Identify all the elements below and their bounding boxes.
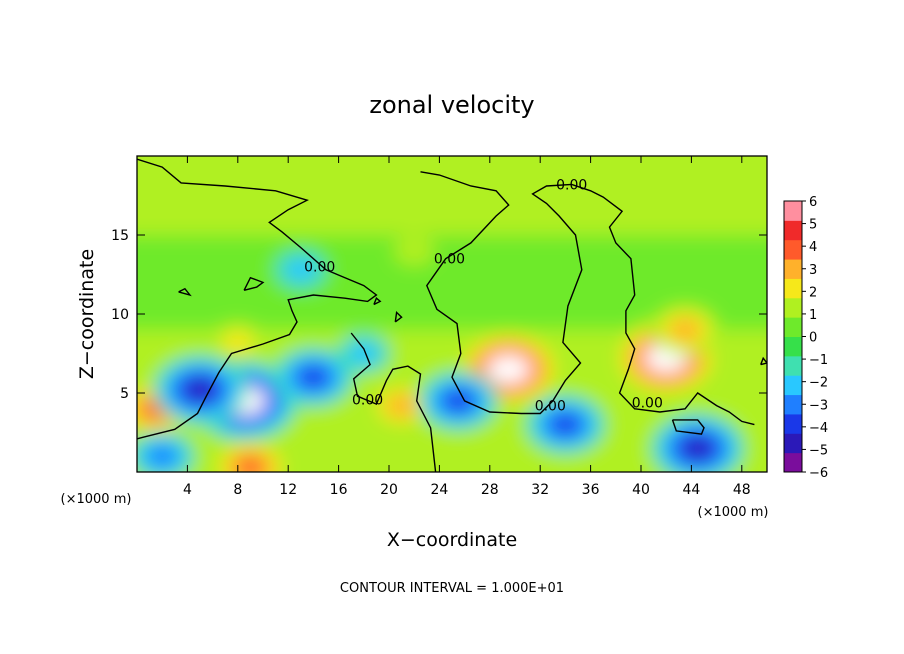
colorbar-tick-label-4: 2 xyxy=(809,285,817,300)
y-tick-label-5: 5 xyxy=(120,386,129,402)
x-tick-label-36: 36 xyxy=(582,482,600,498)
velocity-maximum-5-level-4 xyxy=(236,457,264,472)
contour-label-1: 0.00 xyxy=(304,260,335,276)
chart-title: zonal velocity xyxy=(369,91,534,119)
contour-interval-note: CONTOUR INTERVAL = 1.000E+01 xyxy=(340,581,564,596)
velocity-minimum-11-level-4 xyxy=(551,414,579,435)
colorbar-swatch-1 xyxy=(784,433,802,454)
colorbar-tick-label-12: −6 xyxy=(809,466,828,481)
colorbar-tick-label-6: 0 xyxy=(809,331,817,346)
x-tick-label-48: 48 xyxy=(733,482,751,498)
colorbar-swatch-11 xyxy=(784,239,802,260)
x-tick-label-8: 8 xyxy=(233,482,242,498)
contour-label-3: 0.00 xyxy=(352,392,383,408)
x-tick-label-24: 24 xyxy=(430,482,448,498)
colorbar-swatch-2 xyxy=(784,413,802,434)
x-tick-label-44: 44 xyxy=(682,482,700,498)
colorbar-swatch-7 xyxy=(784,317,802,337)
velocity-minimum-15-level-2 xyxy=(347,341,380,366)
zero-contour-5 xyxy=(178,287,192,297)
y-axis: 5 10 15 xyxy=(111,228,767,402)
velocity-maximum-4-level-3 xyxy=(387,394,417,417)
zero-contour-0 xyxy=(137,158,378,440)
zero-contour-7 xyxy=(373,297,382,306)
zero-contour-3 xyxy=(671,419,705,435)
zero-contour-4 xyxy=(243,276,265,291)
x-unit-left: (×1000 m) xyxy=(61,492,132,507)
x-tick-label-16: 16 xyxy=(330,482,348,498)
x-tick-label-32: 32 xyxy=(531,482,549,498)
colorbar-swatch-3 xyxy=(784,394,802,415)
x-tick-label-4: 4 xyxy=(183,482,192,498)
contour-labels: 0.00 0.00 0.00 0.00 0.00 0.00 xyxy=(304,177,663,414)
colorbar-tick-label-11: −5 xyxy=(809,443,828,458)
colorbar-swatch-0 xyxy=(784,452,802,473)
colorbar-tick-label-0: 6 xyxy=(809,195,817,210)
zero-contour-6 xyxy=(394,310,403,323)
colorbar-swatch-9 xyxy=(784,278,802,299)
velocity-maximum-6-level-2 xyxy=(221,330,254,355)
zero-contour-2 xyxy=(420,171,755,426)
velocity-minimum-12-level-5 xyxy=(684,438,711,458)
contour-label-2: 0.00 xyxy=(434,252,465,268)
colorbar-tick-label-9: −3 xyxy=(809,398,828,413)
velocity-minimum-10-level-4 xyxy=(444,390,472,411)
colorbar-tick-label-10: −4 xyxy=(809,421,828,436)
y-tick-label-10: 10 xyxy=(111,307,129,323)
velocity-maximum-0-core xyxy=(486,354,531,385)
x-axis-label: X−coordinate xyxy=(387,529,517,551)
contour-label-5: 0.00 xyxy=(632,395,663,411)
x-unit-right: (×1000 m) xyxy=(698,505,769,520)
colorbar-swatch-10 xyxy=(784,259,802,279)
colorbar-swatch-13 xyxy=(784,201,802,221)
x-tick-label-40: 40 xyxy=(632,482,650,498)
x-axis: 4 8 12 16 20 24 28 32 36 40 44 48 xyxy=(183,156,751,498)
contour-label-4: 0.00 xyxy=(535,399,566,415)
zero-contour-8 xyxy=(760,356,767,366)
colorbar-swatch-8 xyxy=(784,297,802,318)
colorbar-tick-label-1: 5 xyxy=(809,218,817,233)
colorbar-tick-label-3: 3 xyxy=(809,263,817,278)
velocity-minimum-9-level-4 xyxy=(299,367,327,388)
contour-label-0: 0.00 xyxy=(556,177,587,193)
contour-layer xyxy=(137,158,767,472)
heatmap-field xyxy=(137,156,767,472)
colorbar-swatch-4 xyxy=(784,375,802,396)
velocity-minimum-14-level-2 xyxy=(284,257,317,282)
colorbar-swatch-6 xyxy=(784,336,802,357)
colorbar-tick-label-8: −2 xyxy=(809,376,828,391)
x-tick-label-12: 12 xyxy=(279,482,297,498)
x-tick-label-28: 28 xyxy=(481,482,499,498)
x-tick-label-20: 20 xyxy=(380,482,398,498)
colorbar-tick-label-2: 4 xyxy=(809,240,817,255)
velocity-maximum-2-level-3 xyxy=(670,319,700,341)
velocity-minimum-13-level-3 xyxy=(147,445,177,467)
colorbar: 6 5 4 3 2 1 0 −1 −2 −3 −4 −5 −6 xyxy=(783,195,828,481)
y-axis-label: Z−coordinate xyxy=(76,249,98,379)
colorbar-swatch-5 xyxy=(784,355,802,376)
zero-contour-1 xyxy=(350,332,437,472)
y-tick-label-15: 15 xyxy=(111,228,129,244)
colorbar-tick-label-7: −1 xyxy=(809,353,828,368)
velocity-maximum-16-level-1 xyxy=(393,235,435,266)
colorbar-tick-label-5: 1 xyxy=(809,308,817,323)
colorbar-swatch-12 xyxy=(784,220,802,241)
